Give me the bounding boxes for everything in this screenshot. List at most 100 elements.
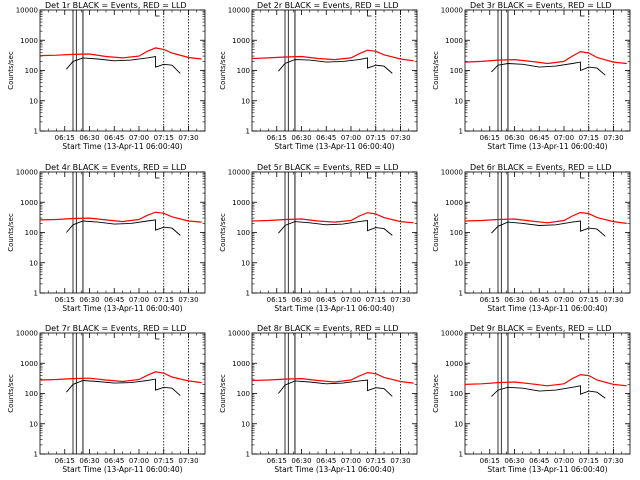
y-axis-label: Counts/sec xyxy=(7,51,15,90)
panel-title: Det 4r BLACK = Events, RED = LLD xyxy=(45,163,187,172)
panel-title: Det 6r BLACK = Events, RED = LLD xyxy=(470,163,612,172)
y-tick-label: 10000 xyxy=(16,7,38,15)
x-tick-label: 07:30 xyxy=(390,457,410,465)
flag-marker xyxy=(155,10,160,17)
y-tick-label: 10000 xyxy=(441,7,463,15)
x-tick-label: 07:00 xyxy=(341,134,361,142)
y-tick-label: 10 xyxy=(454,97,463,105)
y-axis-label: Counts/sec xyxy=(432,374,440,413)
x-tick-label: 07:15 xyxy=(579,134,599,142)
lld-series-line xyxy=(39,371,202,384)
lld-series-line xyxy=(251,49,414,62)
x-tick-label: 07:15 xyxy=(366,134,386,142)
y-tick-label: 10000 xyxy=(228,169,250,177)
x-tick-label: 06:45 xyxy=(316,296,336,304)
x-tick-label: 07:00 xyxy=(129,296,149,304)
panel-6: Det 6r BLACK = Events, RED = LLD 1 10 100 10… xyxy=(432,163,631,313)
events-series-line xyxy=(66,378,181,396)
panel-1: Det 1r BLACK = Events, RED = LLD 1 10 100 10… xyxy=(7,1,206,151)
y-tick-label: 1 xyxy=(459,290,463,298)
flag-marker xyxy=(155,333,160,340)
y-tick-label: 100 xyxy=(450,229,463,237)
x-tick-label: 07:15 xyxy=(579,296,599,304)
x-tick-label: 06:30 xyxy=(291,457,311,465)
x-tick-label: 07:30 xyxy=(178,457,198,465)
y-tick-label: 1 xyxy=(34,290,38,298)
flag-marker xyxy=(580,172,585,179)
y-tick-label: 1000 xyxy=(20,37,38,45)
x-tick-label: 07:00 xyxy=(554,457,574,465)
y-tick-label: 100 xyxy=(237,390,250,398)
x-tick-label: 06:30 xyxy=(504,134,524,142)
y-tick-label: 1 xyxy=(246,290,250,298)
x-tick-label: 06:30 xyxy=(79,296,99,304)
y-tick-label: 10000 xyxy=(16,169,38,177)
x-tick-label: 07:30 xyxy=(178,296,198,304)
events-series-line xyxy=(66,55,181,74)
x-tick-label: 07:30 xyxy=(390,134,410,142)
lld-series-line xyxy=(251,371,414,384)
panel-title: Det 8r BLACK = Events, RED = LLD xyxy=(257,324,399,333)
lld-series-line xyxy=(251,212,414,224)
x-tick-label: 07:00 xyxy=(554,134,574,142)
x-tick-label: 07:15 xyxy=(154,457,174,465)
events-series-line xyxy=(278,57,393,74)
x-tick-label: 07:30 xyxy=(603,296,623,304)
y-tick-label: 10 xyxy=(241,259,250,267)
flag-marker xyxy=(367,172,372,179)
x-tick-label: 07:15 xyxy=(579,457,599,465)
y-tick-label: 1000 xyxy=(20,360,38,368)
panel-9: Det 9r BLACK = Events, RED = LLD 1 10 100 10… xyxy=(432,324,631,474)
y-tick-label: 10000 xyxy=(441,330,463,338)
y-axis-label: Counts/sec xyxy=(219,51,227,90)
flag-marker xyxy=(155,172,160,179)
y-tick-label: 10 xyxy=(29,420,38,428)
x-axis-label: Start Time (13-Apr-11 06:00:40) xyxy=(487,142,607,151)
x-tick-label: 07:30 xyxy=(603,457,623,465)
y-tick-label: 100 xyxy=(237,229,250,237)
lld-series-line xyxy=(39,47,202,60)
y-tick-label: 10000 xyxy=(441,169,463,177)
lld-series-line xyxy=(464,211,627,224)
panel-4: Det 4r BLACK = Events, RED = LLD 1 10 100 10… xyxy=(7,163,206,313)
y-tick-label: 100 xyxy=(450,390,463,398)
x-tick-label: 06:30 xyxy=(79,134,99,142)
y-tick-label: 100 xyxy=(25,229,38,237)
flag-marker xyxy=(580,333,585,340)
y-axis-label: Counts/sec xyxy=(7,213,15,252)
lld-series-line xyxy=(39,211,202,223)
y-tick-label: 10 xyxy=(454,259,463,267)
flag-marker xyxy=(367,333,372,340)
panel-3: Det 3r BLACK = Events, RED = LLD 1 10 100 10… xyxy=(432,1,631,151)
lld-series-line xyxy=(464,373,627,387)
panel-7: Det 7r BLACK = Events, RED = LLD 1 10 100 10… xyxy=(7,324,206,474)
panel-title: Det 1r BLACK = Events, RED = LLD xyxy=(45,1,187,10)
x-tick-label: 06:15 xyxy=(480,457,500,465)
y-tick-label: 1000 xyxy=(20,199,38,207)
y-tick-label: 1000 xyxy=(445,37,463,45)
panel-5: Det 5r BLACK = Events, RED = LLD 1 10 100 10… xyxy=(219,163,418,313)
x-tick-label: 06:45 xyxy=(529,457,549,465)
y-tick-label: 100 xyxy=(25,390,38,398)
y-tick-label: 10 xyxy=(241,97,250,105)
x-tick-label: 06:45 xyxy=(529,134,549,142)
x-axis-label: Start Time (13-Apr-11 06:00:40) xyxy=(62,142,182,151)
x-tick-label: 07:00 xyxy=(341,296,361,304)
y-tick-label: 10 xyxy=(454,420,463,428)
x-axis-label: Start Time (13-Apr-11 06:00:40) xyxy=(274,142,394,151)
flag-marker xyxy=(580,10,585,17)
x-tick-label: 07:00 xyxy=(129,457,149,465)
events-series-line xyxy=(278,219,393,236)
y-tick-label: 1 xyxy=(34,128,38,136)
y-tick-label: 10 xyxy=(241,420,250,428)
panel-title: Det 2r BLACK = Events, RED = LLD xyxy=(257,1,399,10)
y-tick-label: 1000 xyxy=(445,360,463,368)
x-tick-label: 07:15 xyxy=(366,457,386,465)
y-tick-label: 100 xyxy=(450,67,463,75)
x-tick-label: 06:45 xyxy=(104,457,124,465)
x-axis-label: Start Time (13-Apr-11 06:00:40) xyxy=(62,304,182,313)
x-tick-label: 07:15 xyxy=(154,296,174,304)
y-tick-label: 1000 xyxy=(232,360,250,368)
y-tick-label: 10 xyxy=(29,97,38,105)
